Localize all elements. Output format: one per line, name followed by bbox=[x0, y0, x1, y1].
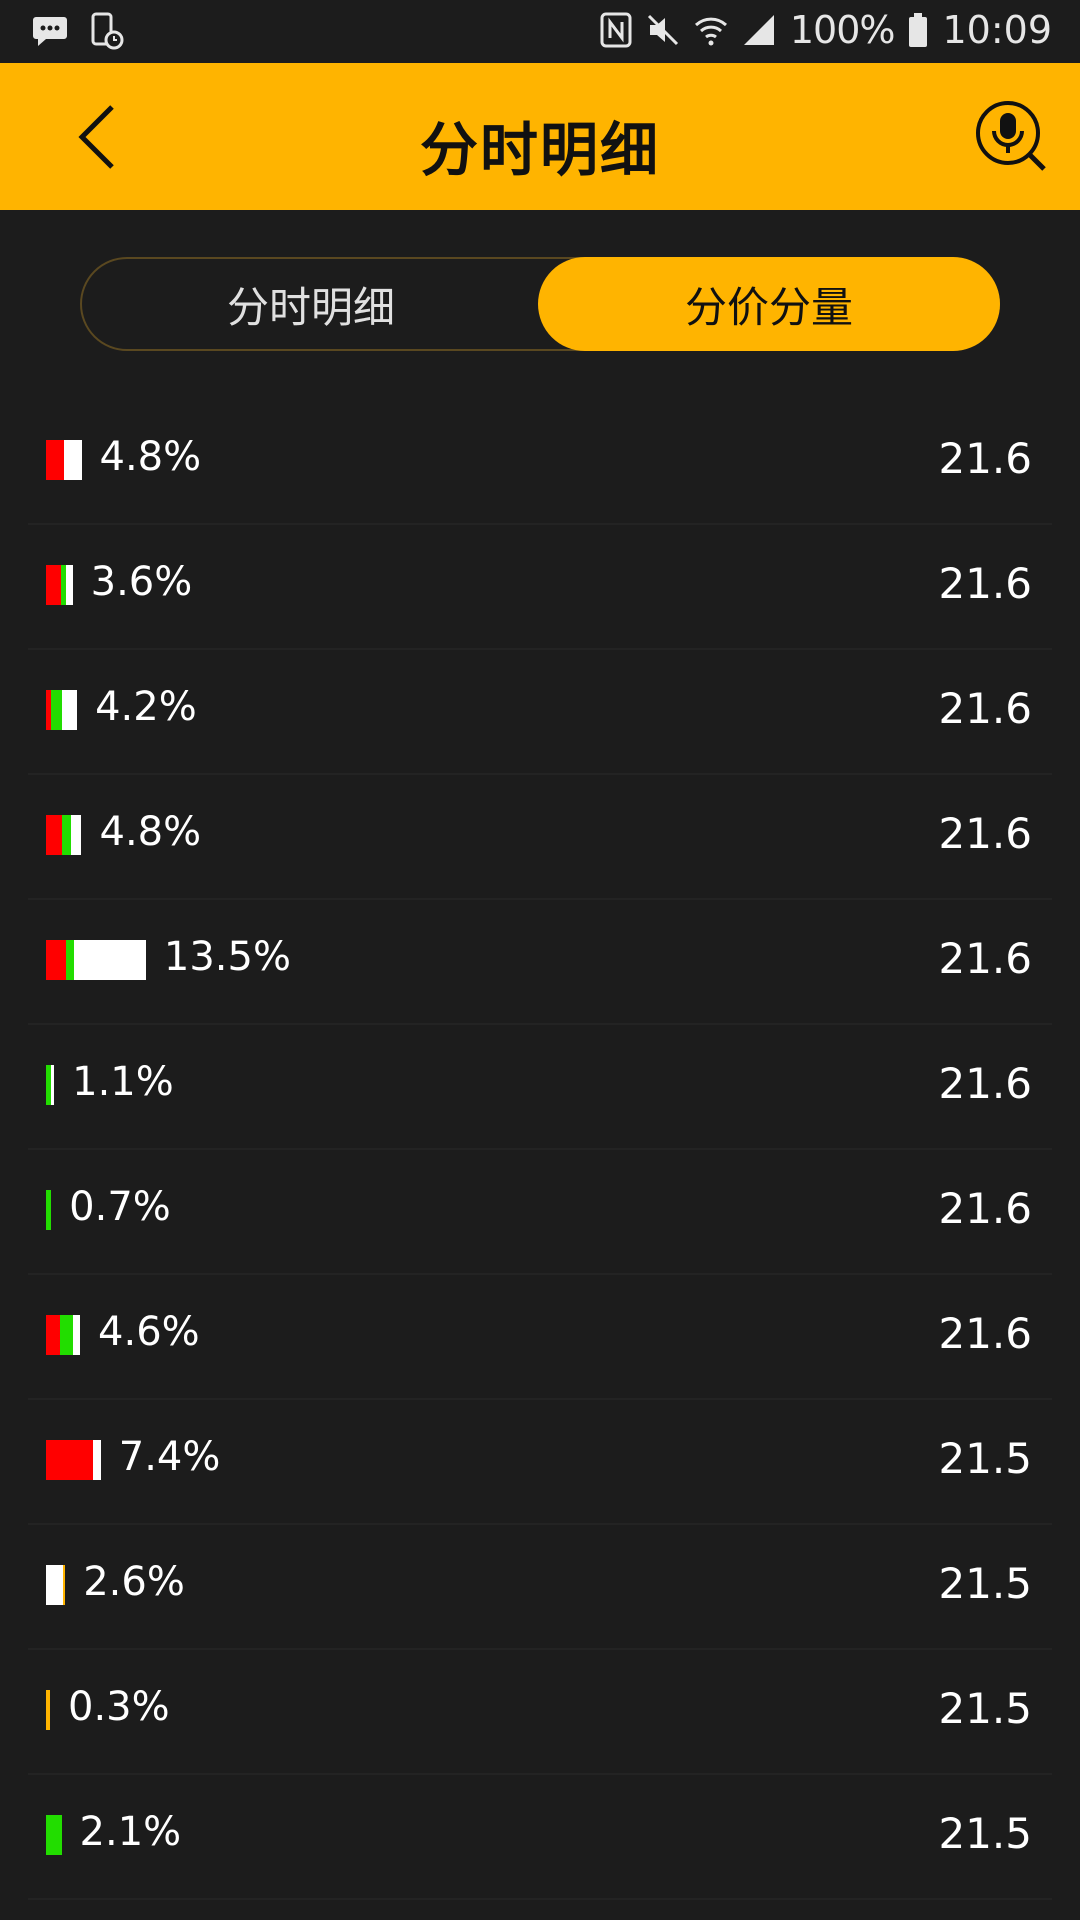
neutral-segment bbox=[63, 440, 82, 480]
price-row: 13.5% 21.6 bbox=[28, 900, 1052, 1025]
price-value: 21.6 bbox=[938, 1059, 1032, 1108]
buy-segment bbox=[46, 690, 51, 730]
volume-bar bbox=[46, 1815, 62, 1855]
sell-segment bbox=[61, 815, 71, 855]
sell-segment bbox=[46, 1065, 51, 1105]
volume-bar bbox=[46, 1315, 81, 1355]
buy-segment bbox=[46, 1440, 93, 1480]
voice-search-button[interactable] bbox=[974, 99, 1050, 175]
volume-percent: 4.6% bbox=[98, 1309, 200, 1355]
volume-percent: 13.5% bbox=[163, 934, 291, 980]
price-value: 21.6 bbox=[938, 1184, 1032, 1233]
wifi-icon bbox=[694, 17, 727, 46]
tab-price-volume[interactable]: 分价分量 bbox=[538, 257, 1000, 351]
volume-bar bbox=[46, 815, 82, 855]
price-row: 7.4% 21.5 bbox=[28, 1400, 1052, 1525]
price-row: 1.1% 21.6 bbox=[28, 1025, 1052, 1150]
battery-percentage: 100% bbox=[789, 8, 896, 52]
other-segment bbox=[63, 1565, 66, 1605]
volume-percent: 4.2% bbox=[95, 684, 197, 730]
volume-percent: 0.7% bbox=[69, 1184, 171, 1230]
volume-percent: 0.3% bbox=[68, 1684, 170, 1730]
volume-bar bbox=[46, 940, 146, 980]
volume-percent: 7.4% bbox=[118, 1434, 221, 1480]
neutral-segment bbox=[61, 690, 78, 730]
app-header: 分时明细 bbox=[0, 63, 1080, 210]
volume-percent: 2.1% bbox=[79, 1809, 182, 1855]
buy-segment bbox=[46, 565, 61, 605]
sell-segment bbox=[50, 690, 62, 730]
back-button[interactable] bbox=[72, 101, 132, 173]
buy-segment bbox=[46, 940, 66, 980]
volume-bar bbox=[46, 1190, 52, 1230]
status-right-icons: 100% 10:09 bbox=[600, 8, 1052, 52]
price-value: 21.5 bbox=[938, 1809, 1032, 1858]
segmented-control: 分时明细 分价分量 bbox=[80, 257, 1000, 351]
voice-search-icon bbox=[976, 101, 1046, 171]
price-row: 0.3% 21.5 bbox=[28, 1650, 1052, 1775]
price-value: 21.6 bbox=[938, 809, 1032, 858]
price-value: 21.6 bbox=[938, 434, 1032, 483]
sell-segment bbox=[65, 940, 74, 980]
price-value: 21.5 bbox=[938, 1684, 1032, 1733]
buy-segment bbox=[46, 440, 64, 480]
price-row: 2.6% 21.5 bbox=[28, 1525, 1052, 1650]
price-value: 21.6 bbox=[938, 1309, 1032, 1358]
volume-percent: 1.1% bbox=[72, 1059, 174, 1105]
neutral-segment bbox=[73, 940, 146, 980]
volume-percent: 4.8% bbox=[99, 434, 202, 480]
signal-icon bbox=[743, 15, 774, 45]
page-title: 分时明细 bbox=[419, 116, 660, 184]
price-row: 3.6% 21.6 bbox=[28, 525, 1052, 650]
neutral-segment bbox=[70, 815, 82, 855]
battery-icon bbox=[909, 13, 928, 47]
volume-percent: 2.6% bbox=[83, 1559, 185, 1605]
volume-percent: 3.6% bbox=[90, 559, 193, 605]
volume-bar bbox=[46, 1065, 55, 1105]
nfc-icon bbox=[600, 12, 632, 48]
price-value: 21.6 bbox=[938, 934, 1032, 983]
neutral-segment bbox=[65, 565, 73, 605]
other-segment bbox=[46, 1690, 50, 1730]
neutral-segment bbox=[46, 1565, 64, 1605]
tab-time-detail[interactable]: 分时明细 bbox=[226, 282, 395, 332]
volume-bar bbox=[46, 1690, 50, 1730]
volume-percent: 4.8% bbox=[99, 809, 202, 855]
buy-segment bbox=[46, 1315, 60, 1355]
buy-segment bbox=[46, 815, 62, 855]
price-row: 4.8% 21.6 bbox=[28, 400, 1052, 525]
chevron-left-icon bbox=[78, 105, 114, 169]
sell-segment bbox=[60, 565, 66, 605]
status-left-icons bbox=[32, 12, 124, 50]
price-volume-list: 4.8% 21.6 3.6% 21.6 4.2% 21.6 4.8% 21.6 13.5% 21.… bbox=[28, 400, 1052, 1900]
price-row: 2.1% 21.5 bbox=[28, 1775, 1052, 1900]
messages-notification-icon bbox=[33, 17, 67, 46]
price-value: 21.6 bbox=[938, 684, 1032, 733]
volume-bar bbox=[46, 690, 78, 730]
volume-bar bbox=[46, 1440, 101, 1480]
volume-bar bbox=[46, 565, 73, 605]
price-row: 4.2% 21.6 bbox=[28, 650, 1052, 775]
sell-segment bbox=[59, 1315, 74, 1355]
status-bar: 100% 10:09 bbox=[0, 0, 1080, 63]
price-row: 4.6% 21.6 bbox=[28, 1275, 1052, 1400]
neutral-segment bbox=[92, 1440, 101, 1480]
price-row: 0.7% 21.6 bbox=[28, 1150, 1052, 1275]
sell-segment bbox=[46, 1190, 52, 1230]
mute-icon bbox=[647, 14, 678, 46]
device-timer-icon bbox=[91, 12, 124, 50]
neutral-segment bbox=[50, 1065, 55, 1105]
clock: 10:09 bbox=[942, 8, 1052, 52]
price-value: 21.6 bbox=[938, 559, 1032, 608]
price-row: 4.8% 21.6 bbox=[28, 775, 1052, 900]
volume-bar bbox=[46, 440, 82, 480]
neutral-segment bbox=[73, 1315, 81, 1355]
sell-segment bbox=[46, 1815, 62, 1855]
volume-bar bbox=[46, 1565, 66, 1605]
price-value: 21.5 bbox=[938, 1434, 1032, 1483]
price-value: 21.5 bbox=[938, 1559, 1032, 1608]
